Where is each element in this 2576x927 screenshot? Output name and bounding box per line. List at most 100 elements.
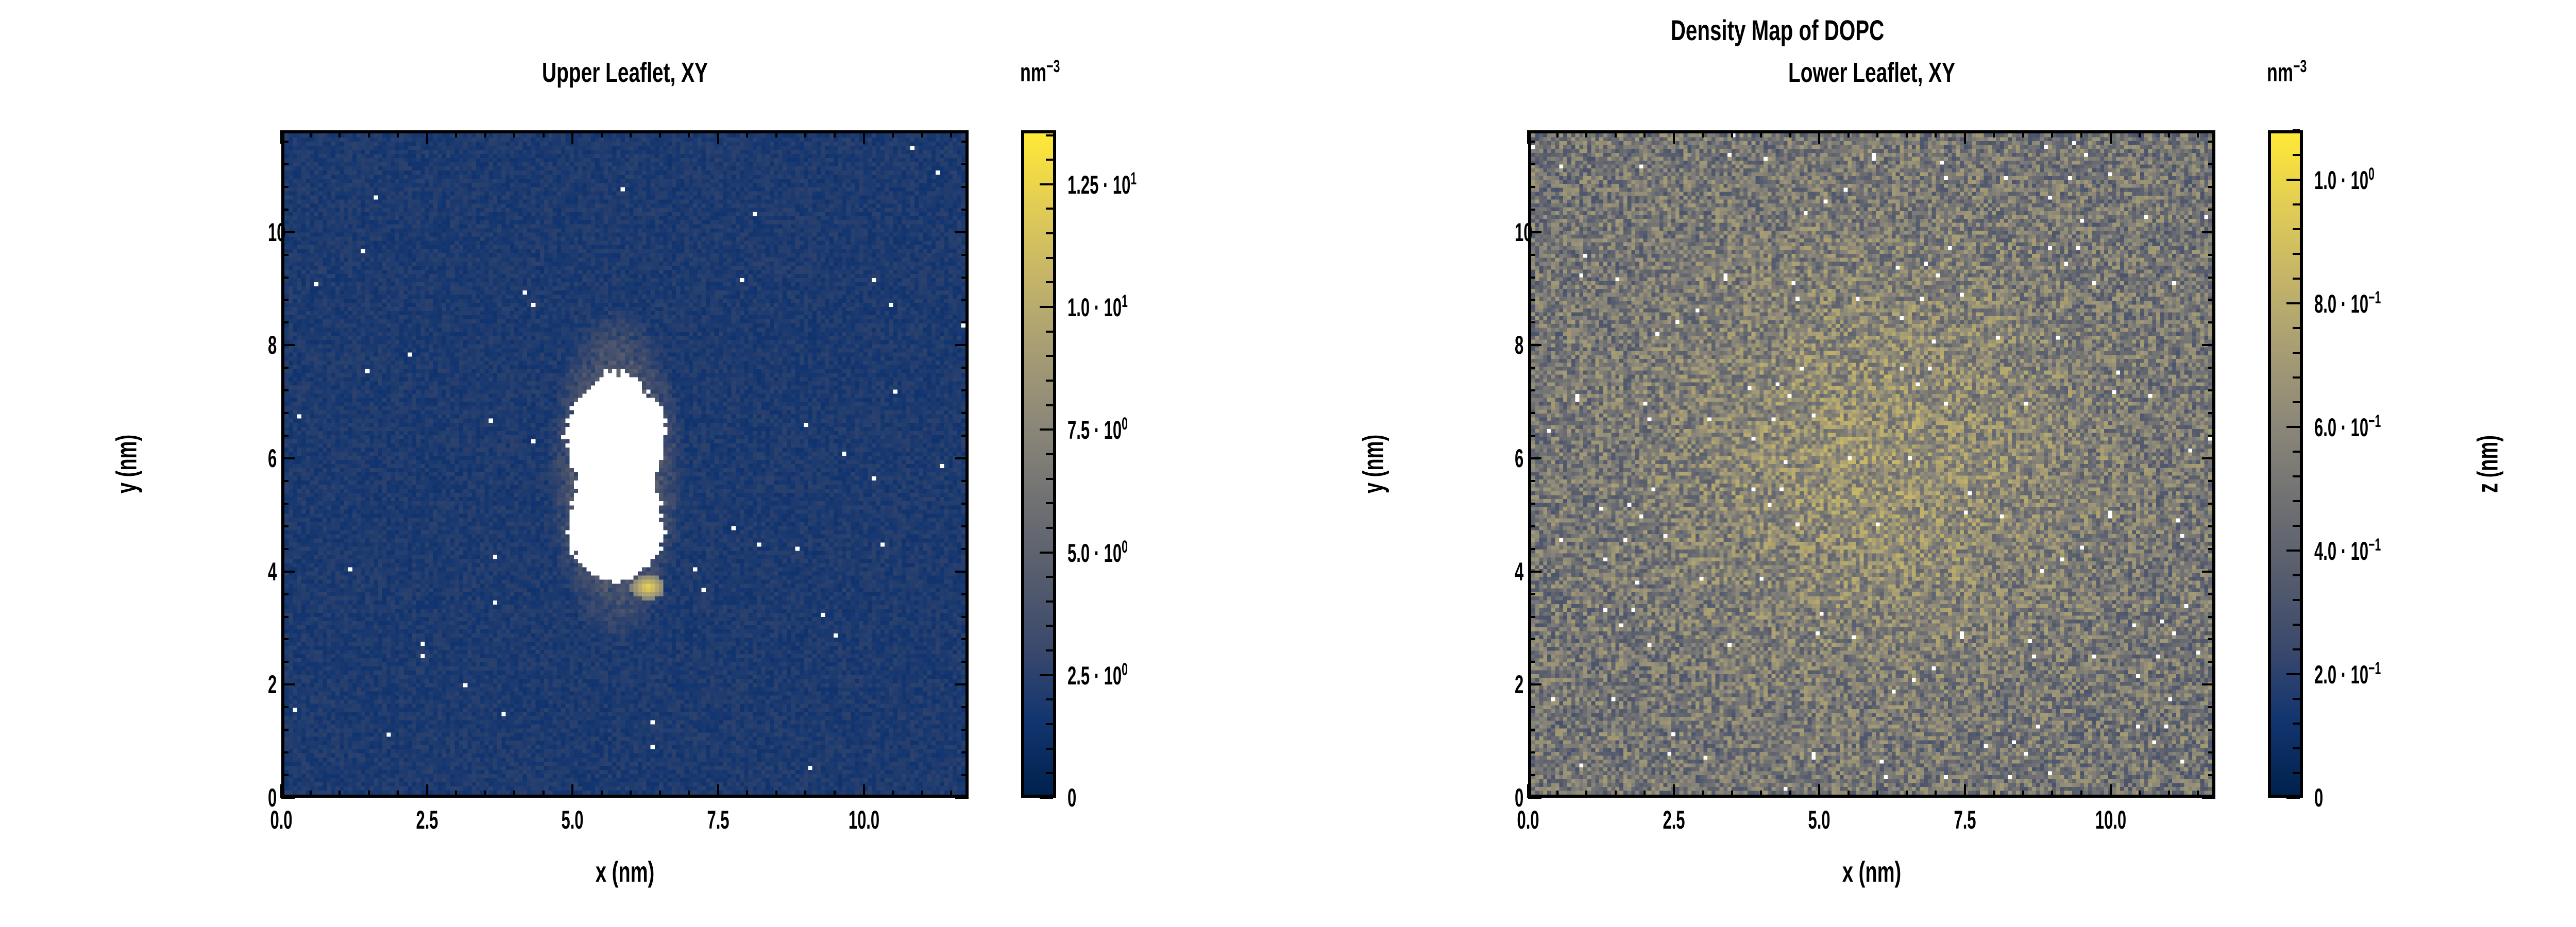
panel-2-colorbar-tick-minor xyxy=(2293,599,2300,601)
panel-2-colorbar-tick-minor xyxy=(2293,278,2300,280)
panel-2-ytick-minor-right xyxy=(2208,435,2215,437)
panel-1-ytick-minor-right xyxy=(961,593,969,595)
panel-2-colorbar-tick-minor xyxy=(2293,203,2300,205)
panel-2-ytick xyxy=(1528,231,1541,233)
panel-2-ytick-minor xyxy=(1528,525,1535,527)
panel-1-xtick-minor-top xyxy=(338,130,341,138)
panel-2-colorbar-tick-minor xyxy=(2293,129,2300,131)
panel-2-title: Lower Leaflet, XY xyxy=(1788,57,1956,88)
panel-2-ytick-minor-right xyxy=(2208,615,2215,618)
panel-1-colorbar[interactable] xyxy=(1021,130,1056,798)
panel-2-xtick-minor-top xyxy=(1876,130,1879,138)
panel-2-ytick xyxy=(1528,457,1541,460)
panel-1-colorbar-ticklabel: 5.0 · 100 xyxy=(1067,537,1128,568)
panel-1-xtick-minor-top xyxy=(630,130,632,138)
panel-1-ytick-minor-right xyxy=(961,299,969,301)
panel-1-plot-area[interactable] xyxy=(281,130,969,798)
panel-2-colorbar-ticklabel: 1.0 · 100 xyxy=(2314,164,2375,195)
panel-2-colorbar-tick-minor xyxy=(2293,352,2300,354)
panel-1-ytick-minor xyxy=(281,367,289,369)
panel-2-xtick xyxy=(1672,784,1675,798)
panel-1-colorbar-tick-minor xyxy=(1046,698,1053,701)
panel-1-ytick-minor-right xyxy=(961,729,969,731)
panel-1-ytick-minor xyxy=(281,208,289,211)
panel-2-colorbar-tick-minor xyxy=(2293,525,2300,527)
panel-1-ytick xyxy=(281,457,295,460)
panel-1-ytick-minor-right xyxy=(961,525,969,527)
panel-2-ytick-minor-right xyxy=(2208,729,2215,731)
panel-2-ytick-minor xyxy=(1528,661,1535,663)
panel-1-ytick-minor xyxy=(281,661,289,663)
panel-2-ytick-minor-right xyxy=(2208,751,2215,754)
panel-2-ytick-minor xyxy=(1528,774,1535,777)
panel-1-colorbar-tick-minor xyxy=(1046,208,1053,210)
panel-1-ytick-minor-right xyxy=(961,502,969,505)
panel-1-ytick-minor xyxy=(281,253,289,256)
panel-2-xtick-minor xyxy=(2197,791,2199,798)
panel-2-ytick-minor-right xyxy=(2208,479,2215,482)
panel-2-colorbar-tick xyxy=(2286,550,2300,552)
panel-1-xticklabel: 2.5 xyxy=(416,805,438,834)
figure-suptitle: Density Map of DOPC xyxy=(1670,14,1885,46)
panel-2-heatmap xyxy=(1531,133,2212,795)
panel-1-ytick-minor-right xyxy=(961,638,969,641)
panel-1-ytick-minor xyxy=(281,412,289,415)
panel-2-xtick-minor xyxy=(2051,791,2054,798)
panel-1-ytick-minor xyxy=(281,706,289,709)
panel-1-ytick-minor xyxy=(281,774,289,777)
panel-2-colorbar-tick xyxy=(2286,426,2300,428)
panel-1-ytick-minor-right xyxy=(961,706,969,709)
panel-1-ytick xyxy=(281,231,295,233)
panel-1-ytick-right xyxy=(955,231,969,233)
panel-1-ytick-minor xyxy=(281,729,289,731)
panel-2-ytick xyxy=(1528,570,1541,573)
panel-2-xtick-minor-top xyxy=(2167,130,2170,138)
panel-1-ytick-minor xyxy=(281,547,289,550)
panel-1-ytick-minor-right xyxy=(961,208,969,211)
panel-1-colorbar-tick-minor xyxy=(1046,526,1053,529)
panel-1-xtick-top xyxy=(280,130,282,144)
panel-1-colorbar-tick-minor xyxy=(1046,576,1053,578)
panel-1-xtick xyxy=(280,784,282,798)
panel-2-ytick-minor xyxy=(1528,435,1535,437)
panel-2-xtick-minor xyxy=(1905,791,1908,798)
panel-1-xticklabel: 5.0 xyxy=(561,805,584,834)
panel-1-xtick-minor-top xyxy=(950,130,953,138)
panel-2-ytick xyxy=(1528,683,1541,686)
panel-2-colorbar-ticklabel: 2.0 · 10−1 xyxy=(2314,659,2381,689)
panel-1-ytick-minor xyxy=(281,163,289,165)
panel-1-colorbar-tick-minor xyxy=(1046,747,1053,750)
figure-suptitle-wrapper: Density Map of DOPC xyxy=(1340,13,2215,47)
panel-2-xtick-minor xyxy=(1993,791,1995,798)
panel-2-colorbar-tick-minor xyxy=(2293,376,2300,379)
panel-1-ytick-right xyxy=(955,797,969,799)
panel-2-xticklabel: 7.5 xyxy=(1954,805,1976,834)
panel-2-ytick-minor-right xyxy=(2208,706,2215,709)
panel-1-ytick-minor-right xyxy=(961,412,969,415)
panel-2-xtick-minor xyxy=(1760,791,1762,798)
panel-2-plot-area[interactable] xyxy=(1528,130,2215,798)
panel-2-colorbar[interactable] xyxy=(2268,130,2303,798)
panel-1-colorbar-tick xyxy=(1040,551,1053,554)
panel-1-xtick-minor-top xyxy=(688,130,690,138)
panel-2-ytick-right xyxy=(2202,570,2215,573)
panel-1-ytick-minor-right xyxy=(961,547,969,550)
panel-1-xtick-minor-top xyxy=(309,130,312,138)
panel-2-ytick xyxy=(1528,344,1541,347)
panel-2-ylabel: y (nm) xyxy=(1357,434,1389,494)
panel-1-xtick xyxy=(426,784,428,798)
panel-1-colorbar-tick-minor xyxy=(1046,232,1053,235)
panel-2-xtick-minor-top xyxy=(1702,130,1704,138)
panel-1-colorbar-tick-minor xyxy=(1046,723,1053,726)
panel-2-ytick-right xyxy=(2202,344,2215,347)
panel-2-xtick-minor-top xyxy=(1585,130,1588,138)
panel-1-xtick-minor xyxy=(775,791,777,798)
panel-2-ytick-minor-right xyxy=(2208,774,2215,777)
panel-1-xtick-minor xyxy=(309,791,312,798)
panel-1-xtick-top xyxy=(426,130,428,144)
panel-2-ytick-right xyxy=(2202,231,2215,233)
panel-1-colorbar-tick-minor xyxy=(1046,355,1053,357)
panel-2-ytick-minor xyxy=(1528,706,1535,709)
panel-1-ytick xyxy=(281,344,295,347)
